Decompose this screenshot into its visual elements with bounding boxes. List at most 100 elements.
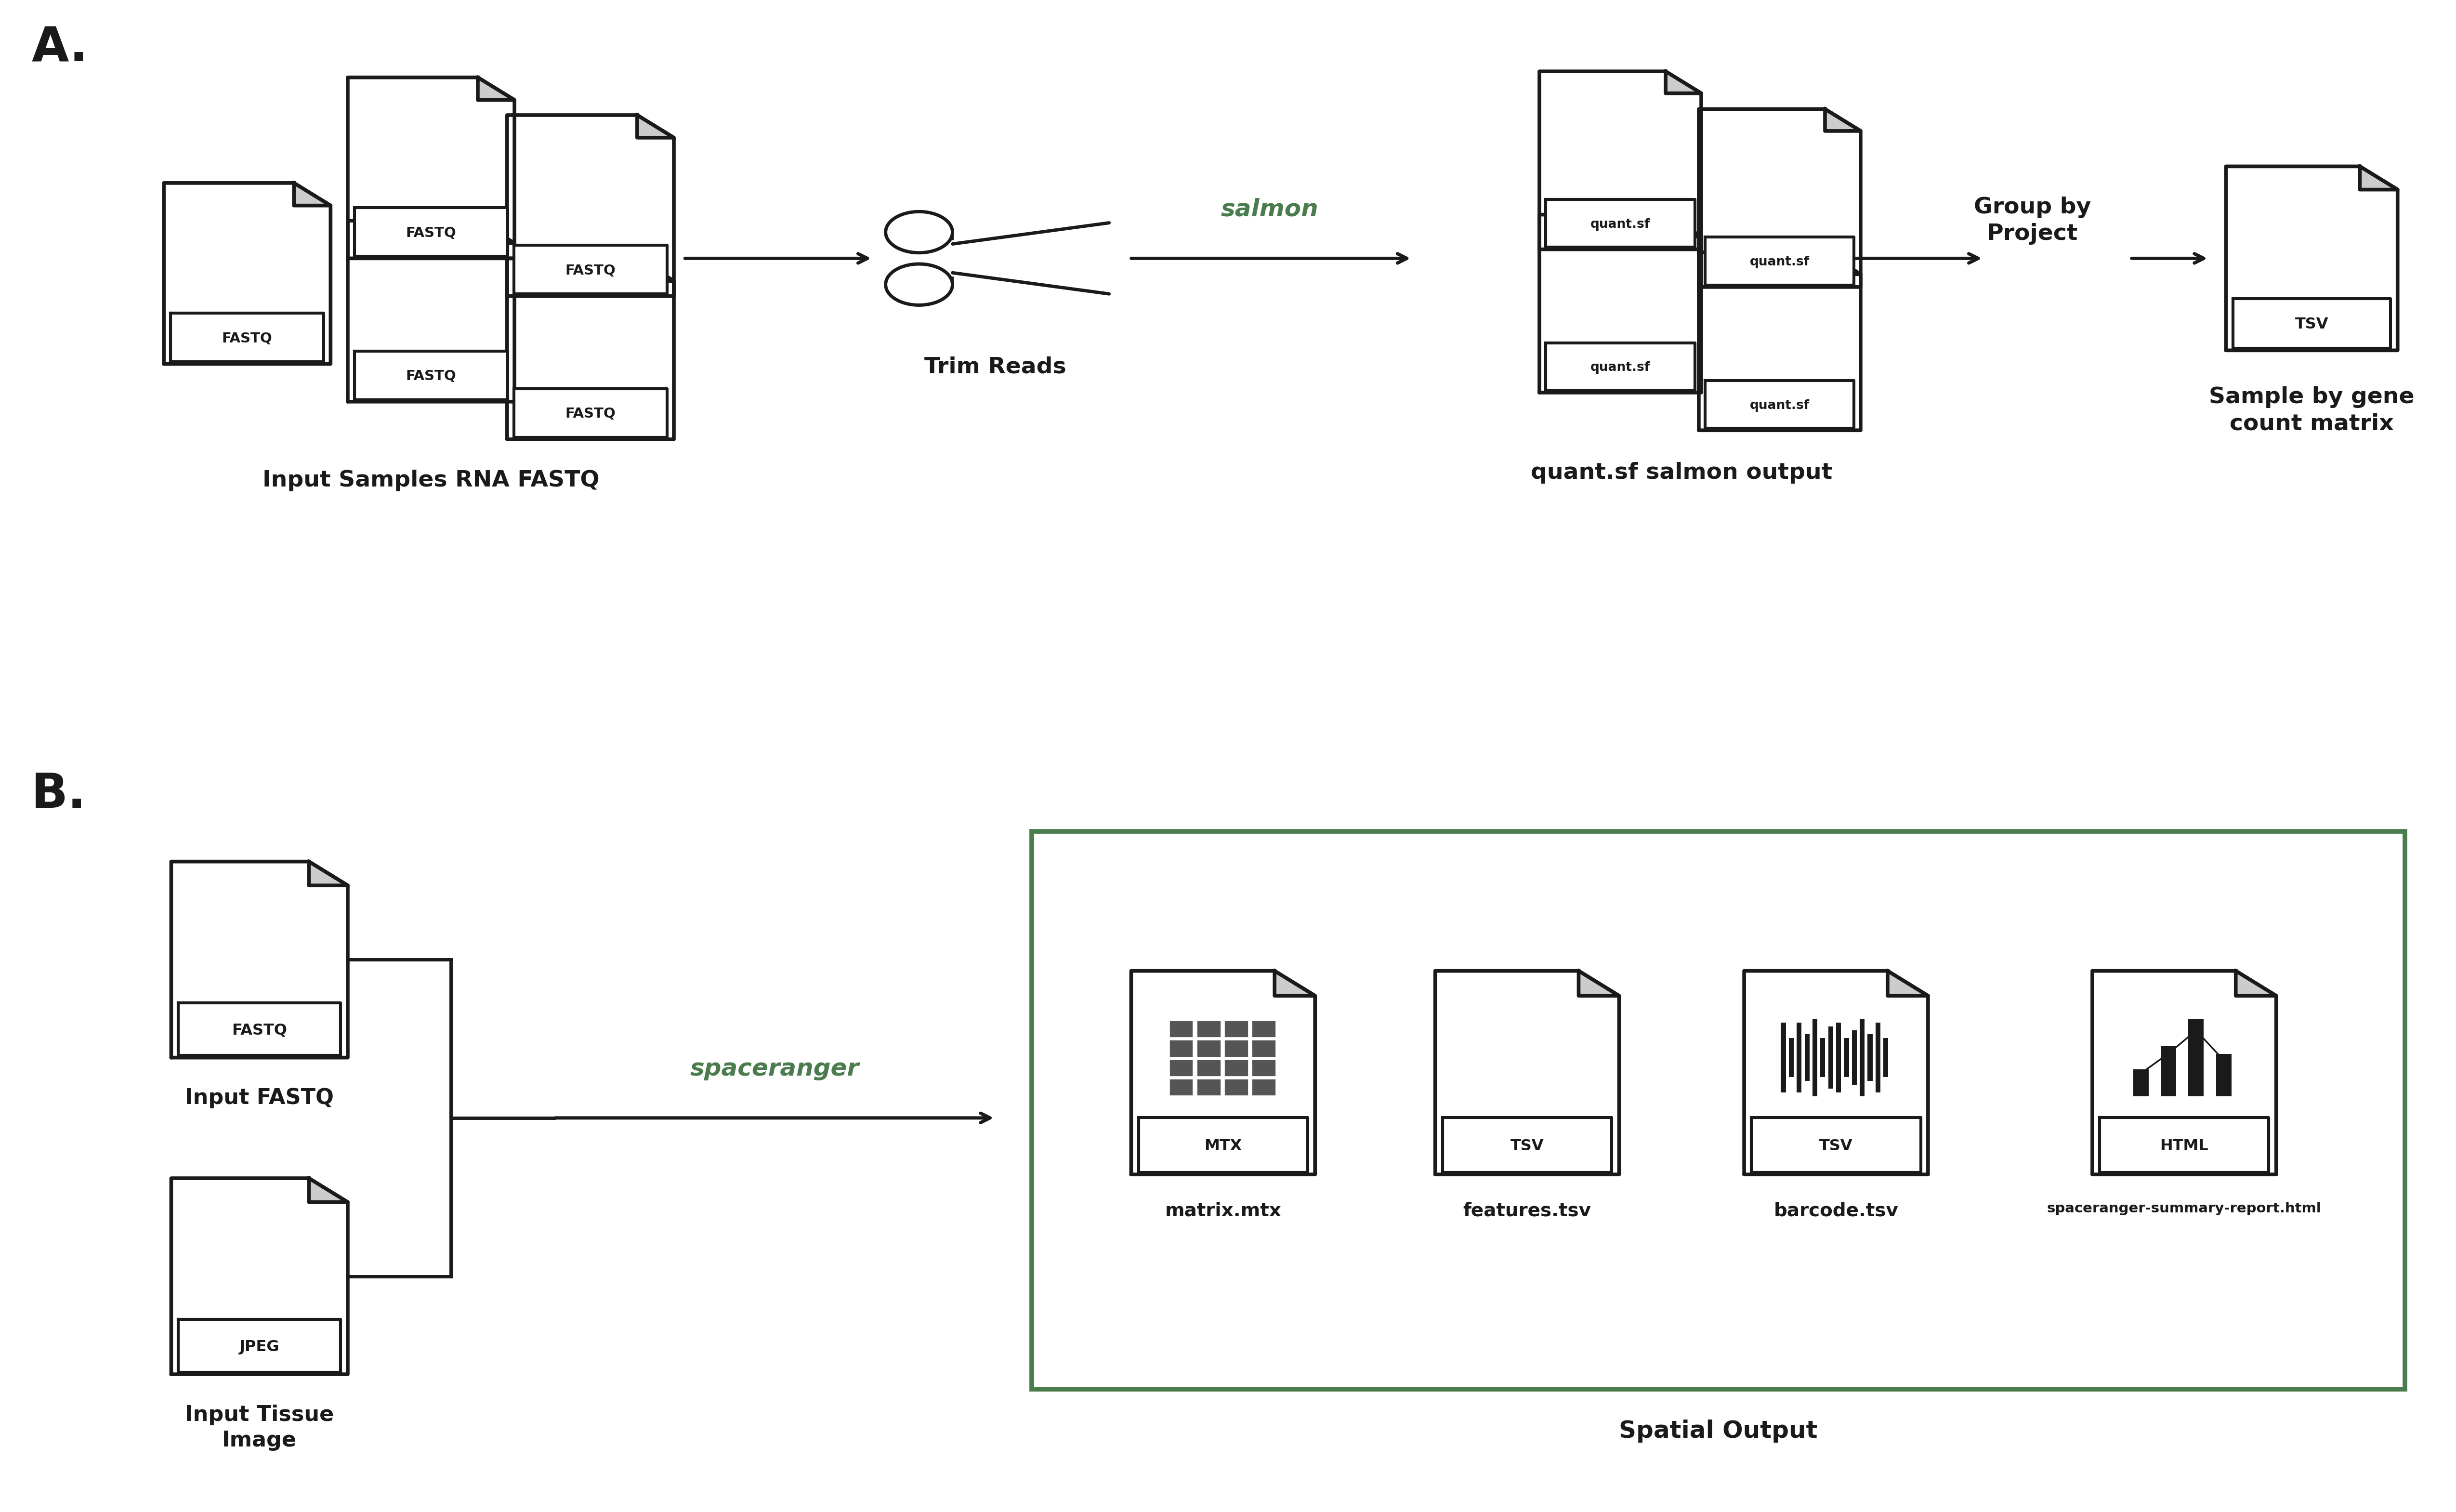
Polygon shape <box>506 115 673 296</box>
Bar <box>1798 1022 1803 1093</box>
Bar <box>1859 1019 1864 1096</box>
Bar <box>1876 1022 1881 1093</box>
Bar <box>1226 1060 1248 1077</box>
Polygon shape <box>354 207 508 257</box>
Text: quant.sf: quant.sf <box>1749 256 1810 268</box>
Polygon shape <box>169 313 324 361</box>
Polygon shape <box>1545 343 1695 390</box>
Polygon shape <box>309 862 349 886</box>
Polygon shape <box>2100 1117 2269 1172</box>
Polygon shape <box>179 1002 341 1055</box>
Text: TSV: TSV <box>1510 1139 1545 1154</box>
Polygon shape <box>349 221 513 402</box>
Polygon shape <box>2233 299 2390 348</box>
Bar <box>1253 1080 1275 1095</box>
Bar <box>2134 1069 2149 1096</box>
Bar <box>1196 1080 1221 1095</box>
Bar <box>1196 1021 1221 1037</box>
Bar <box>1852 1031 1857 1084</box>
Text: FASTQ: FASTQ <box>221 331 273 345</box>
Polygon shape <box>1825 109 1862 132</box>
Polygon shape <box>479 221 513 243</box>
Polygon shape <box>2225 166 2397 351</box>
Polygon shape <box>1132 971 1314 1175</box>
Text: barcode.tsv: barcode.tsv <box>1773 1202 1898 1220</box>
Bar <box>1226 1021 1248 1037</box>
Polygon shape <box>636 259 673 281</box>
Polygon shape <box>1704 237 1854 286</box>
Bar <box>1169 1080 1194 1095</box>
Polygon shape <box>636 115 673 138</box>
Text: TSV: TSV <box>2294 318 2328 333</box>
FancyBboxPatch shape <box>1032 832 2404 1390</box>
Polygon shape <box>2360 166 2397 189</box>
Polygon shape <box>1665 215 1702 236</box>
Text: Input Tissue
Image: Input Tissue Image <box>184 1405 334 1452</box>
Polygon shape <box>1579 971 1619 996</box>
Text: salmon: salmon <box>1221 198 1319 221</box>
Bar <box>2161 1046 2176 1096</box>
Polygon shape <box>506 259 673 440</box>
Text: Input Samples RNA FASTQ: Input Samples RNA FASTQ <box>263 470 599 491</box>
Bar <box>1781 1022 1786 1093</box>
Polygon shape <box>172 1178 349 1374</box>
Bar <box>1867 1034 1871 1081</box>
Polygon shape <box>1540 215 1702 393</box>
Text: TSV: TSV <box>1820 1139 1852 1154</box>
Text: quant.sf: quant.sf <box>1591 218 1650 231</box>
Text: HTML: HTML <box>2159 1139 2208 1154</box>
Text: Input FASTQ: Input FASTQ <box>184 1087 334 1108</box>
Polygon shape <box>1825 253 1862 274</box>
Polygon shape <box>179 1320 341 1371</box>
Polygon shape <box>1751 1117 1921 1172</box>
Text: quant.sf: quant.sf <box>1591 361 1650 373</box>
Bar <box>1827 1027 1832 1089</box>
Polygon shape <box>1704 381 1854 428</box>
Text: JPEG: JPEG <box>238 1340 280 1355</box>
Bar <box>1226 1080 1248 1095</box>
Text: FASTQ: FASTQ <box>405 369 457 383</box>
Text: matrix.mtx: matrix.mtx <box>1164 1202 1282 1220</box>
Text: quant.sf: quant.sf <box>1749 399 1810 411</box>
Bar <box>1253 1060 1275 1077</box>
Polygon shape <box>1744 971 1928 1175</box>
Text: B.: B. <box>32 771 86 818</box>
Polygon shape <box>295 183 332 206</box>
Text: FASTQ: FASTQ <box>231 1022 287 1037</box>
Polygon shape <box>1700 109 1862 287</box>
Bar <box>1253 1040 1275 1057</box>
Polygon shape <box>354 351 508 399</box>
Polygon shape <box>1434 971 1619 1175</box>
Text: FASTQ: FASTQ <box>565 407 616 420</box>
Text: Trim Reads: Trim Reads <box>923 357 1066 378</box>
Text: A.: A. <box>32 24 88 71</box>
Polygon shape <box>1889 971 1928 996</box>
Bar <box>1820 1039 1825 1077</box>
Bar <box>1196 1060 1221 1077</box>
Polygon shape <box>1442 1117 1611 1172</box>
Bar <box>2215 1054 2233 1096</box>
Bar <box>2188 1019 2203 1096</box>
Bar <box>1169 1060 1194 1077</box>
Text: Sample by gene
count matrix: Sample by gene count matrix <box>2208 387 2414 435</box>
Polygon shape <box>349 77 513 259</box>
Polygon shape <box>1700 253 1862 431</box>
Bar <box>1169 1021 1194 1037</box>
Bar <box>1813 1019 1817 1096</box>
Polygon shape <box>1665 71 1702 94</box>
Polygon shape <box>1540 71 1702 249</box>
Bar <box>1169 1040 1194 1057</box>
Text: spaceranger-summary-report.html: spaceranger-summary-report.html <box>2046 1202 2321 1216</box>
Polygon shape <box>309 1178 349 1202</box>
Bar <box>1196 1040 1221 1057</box>
Polygon shape <box>165 183 332 364</box>
Text: Group by
Project: Group by Project <box>1975 197 2090 245</box>
Bar <box>1805 1034 1810 1081</box>
Bar <box>1788 1039 1793 1077</box>
Text: spaceranger: spaceranger <box>690 1057 860 1080</box>
Polygon shape <box>513 245 668 293</box>
Polygon shape <box>1545 200 1695 248</box>
Polygon shape <box>513 389 668 437</box>
Text: FASTQ: FASTQ <box>565 265 616 278</box>
Text: FASTQ: FASTQ <box>405 227 457 240</box>
